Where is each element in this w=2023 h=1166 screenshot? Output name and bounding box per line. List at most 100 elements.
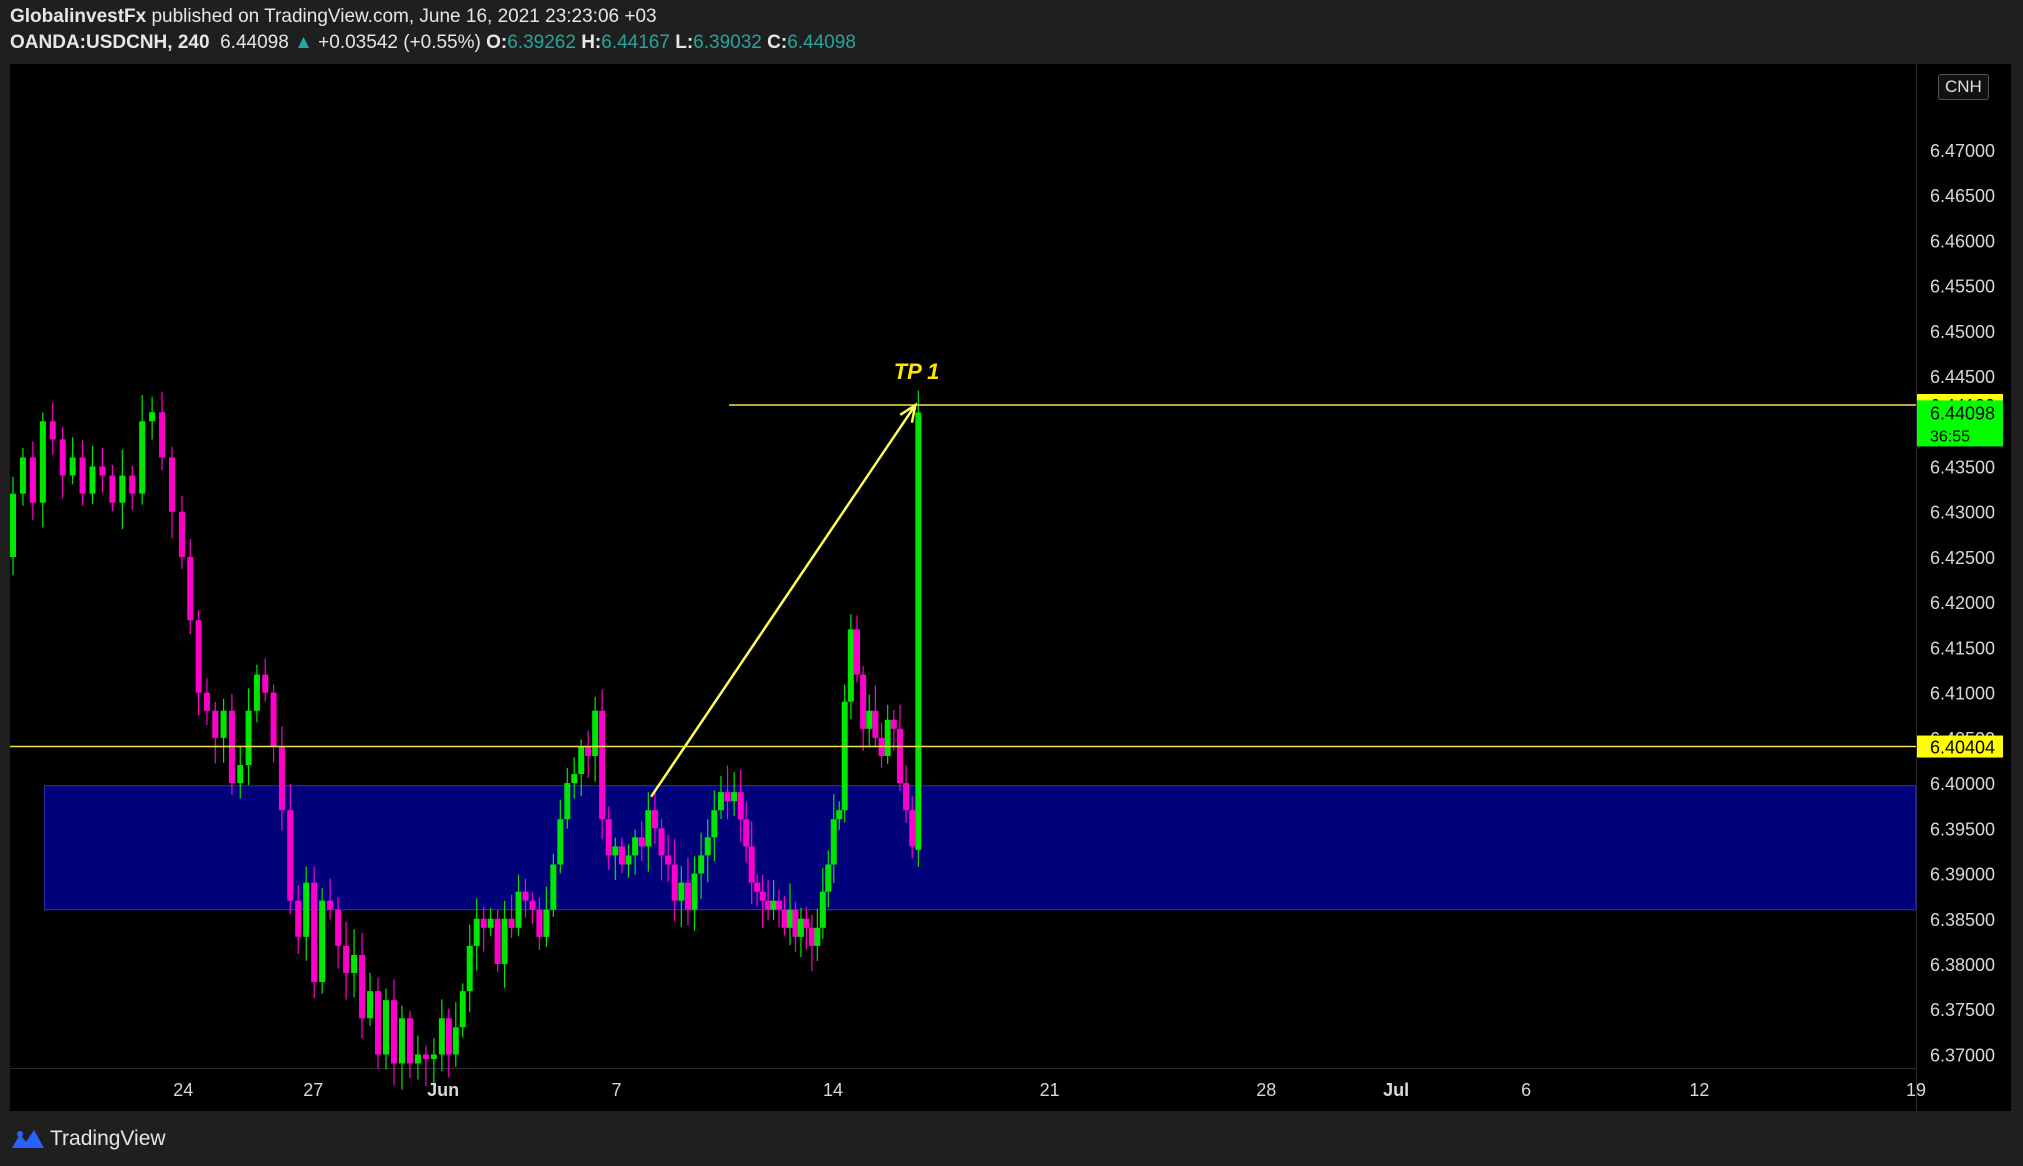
candle-body <box>529 900 536 910</box>
candle-body <box>797 918 804 937</box>
time-axis[interactable] <box>10 1068 1916 1112</box>
candle-body <box>195 620 202 693</box>
candle-body <box>717 792 724 811</box>
candle-body <box>612 846 619 856</box>
candle-body <box>651 810 658 829</box>
candle-body <box>665 855 672 865</box>
time-tick-label: Jul <box>1383 1080 1409 1100</box>
candle-body <box>203 692 210 711</box>
candle-body <box>571 774 578 784</box>
candle-body <box>287 810 294 901</box>
candle-body <box>847 629 854 702</box>
price-tick-label: 6.40000 <box>1930 774 1995 794</box>
candle-body <box>915 412 922 850</box>
price-tick-label: 6.42000 <box>1930 593 1995 613</box>
candle-body <box>884 719 891 756</box>
candle-body <box>19 457 26 494</box>
candle-body <box>367 991 374 1019</box>
close-label: C: <box>767 32 788 53</box>
time-tick-label: 28 <box>1256 1080 1276 1100</box>
candle-body <box>853 629 860 675</box>
time-tick-label: Jun <box>427 1080 459 1100</box>
candle-body <box>406 1018 413 1064</box>
high-label: H: <box>581 32 602 53</box>
candle-body <box>743 819 750 847</box>
candle-body <box>359 954 366 1019</box>
candle-body <box>724 792 731 802</box>
candle-body <box>592 710 599 756</box>
candle-body <box>585 746 592 756</box>
time-tick-label: 24 <box>173 1080 193 1100</box>
candle-body <box>819 891 826 928</box>
candle-body <box>731 792 738 802</box>
low-value: 6.39032 <box>693 32 762 53</box>
time-tick-label: 7 <box>611 1080 621 1100</box>
price-tick-label: 6.45500 <box>1930 277 1995 297</box>
time-tick-label: 14 <box>823 1080 843 1100</box>
candle-body <box>501 918 508 964</box>
candle-body <box>466 945 473 992</box>
change-up-icon: ▲ <box>294 32 313 53</box>
candle-body <box>638 837 645 847</box>
candle-body <box>522 891 529 901</box>
currency-badge[interactable]: CNH <box>1938 74 1989 100</box>
price-tick-label: 6.43000 <box>1930 503 1995 523</box>
candle-body <box>382 1000 389 1055</box>
bar-countdown: 36:55 <box>1930 428 1970 445</box>
candle-body <box>311 882 318 983</box>
candle-body <box>187 556 194 621</box>
entry-price-label: 6.40404 <box>1930 738 1995 758</box>
candle-body <box>220 710 227 738</box>
candle-body <box>748 846 755 883</box>
candle-body <box>59 439 66 476</box>
price-tick-label: 6.37500 <box>1930 1000 1995 1020</box>
price-tick-label: 6.43500 <box>1930 458 1995 478</box>
candle-body <box>786 909 793 928</box>
candle-body <box>671 864 678 901</box>
candle-body <box>390 1000 397 1064</box>
candle-body <box>536 909 543 937</box>
symbol-label[interactable]: OANDA:USDCNH, 240 <box>10 32 210 53</box>
candle-body <box>237 764 244 784</box>
candle-body <box>178 511 185 557</box>
candle-body <box>487 918 494 928</box>
candle-body <box>860 674 867 729</box>
candle-body <box>808 927 815 946</box>
candle-body <box>825 864 832 892</box>
candle-body <box>550 864 557 910</box>
candle-body <box>830 819 837 865</box>
current-price-label: 6.44098 <box>1930 403 1995 423</box>
candle-body <box>375 991 382 1055</box>
chart-pane[interactable] <box>10 64 1916 1111</box>
candle-body <box>872 710 879 738</box>
candle-body <box>89 466 96 494</box>
candle-body <box>295 900 302 937</box>
candle-body <box>836 810 843 820</box>
price-tick-label: 6.46500 <box>1930 186 1995 206</box>
candle-body <box>704 837 711 856</box>
candle-body <box>698 855 705 874</box>
candle-body <box>658 828 665 856</box>
candle-body <box>578 746 585 775</box>
entry-price-label-bg <box>1917 735 2003 758</box>
candle-body <box>599 710 606 820</box>
candle-body <box>792 909 799 937</box>
price-tick-label: 6.46000 <box>1930 231 1995 251</box>
price-axis[interactable] <box>1916 64 2011 1111</box>
price-tick-label: 6.45000 <box>1930 322 1995 342</box>
chart-header: GlobalinvestFx published on TradingView.… <box>0 0 2023 64</box>
publisher-name[interactable]: GlobalinvestFx <box>10 6 147 27</box>
candle-body <box>327 900 334 910</box>
candle-body <box>49 421 56 440</box>
candle-body <box>759 891 766 901</box>
candle-body <box>438 1018 445 1055</box>
price-tick-label: 6.41500 <box>1930 638 1995 658</box>
candle-body <box>351 954 358 974</box>
candle-body <box>459 991 466 1028</box>
candle-body <box>841 701 848 811</box>
candle-body <box>69 457 76 476</box>
tradingview-brand: TradingView <box>50 1127 166 1150</box>
candle-body <box>765 900 772 910</box>
candle-body <box>398 1018 405 1064</box>
